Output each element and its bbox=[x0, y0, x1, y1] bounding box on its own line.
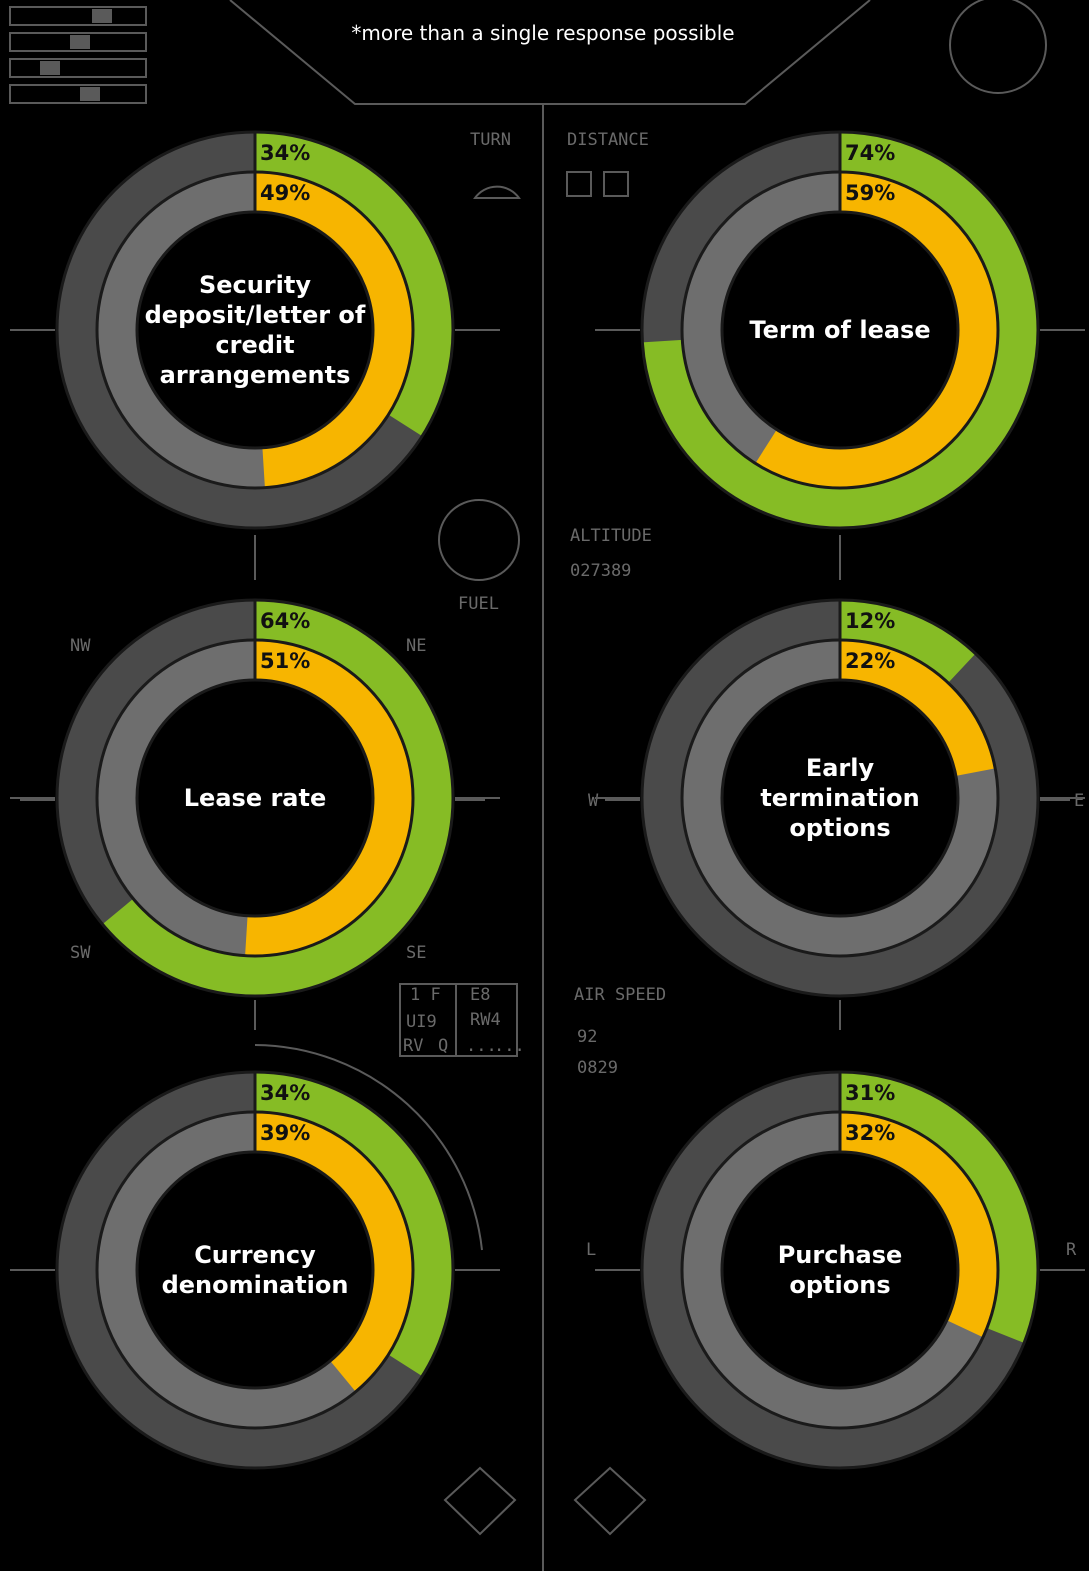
page: *more than a single response possible TU… bbox=[0, 0, 1089, 1571]
chart-title: Lease rate bbox=[139, 682, 371, 914]
value-label: 34% bbox=[260, 141, 310, 165]
footnote: *more than a single response possible bbox=[351, 21, 734, 45]
hud-label: RV bbox=[403, 1036, 423, 1056]
chart-title-box: Term of lease bbox=[724, 214, 956, 446]
hud-label: W bbox=[588, 791, 599, 811]
chart-title: Security deposit/letter of credit arrang… bbox=[139, 214, 371, 446]
hud-label: DISTANCE bbox=[567, 130, 649, 150]
hud-label: AIR SPEED bbox=[574, 985, 666, 1005]
value-label: 49% bbox=[260, 181, 310, 205]
chart-title: Currency denomination bbox=[139, 1154, 371, 1386]
value-label: 39% bbox=[260, 1121, 310, 1145]
hud-label: 0829 bbox=[577, 1058, 618, 1078]
hud-label: ... bbox=[466, 1036, 497, 1056]
hud-label: SE bbox=[406, 943, 426, 963]
hud-label: FUEL bbox=[458, 594, 499, 614]
hud-label: E8 bbox=[470, 985, 490, 1005]
hud-label: 1 F bbox=[410, 985, 441, 1005]
hud-label: ALTITUDE bbox=[570, 526, 652, 546]
hud-label: TURN bbox=[470, 130, 511, 150]
hud-label: Q bbox=[438, 1036, 448, 1056]
hud-label: SW bbox=[70, 943, 91, 963]
hud-label: E bbox=[1074, 791, 1084, 811]
value-label: 31% bbox=[845, 1081, 895, 1105]
value-label: 22% bbox=[845, 649, 895, 673]
chart-title-box: Lease rate bbox=[139, 682, 371, 914]
hud-label: ... bbox=[494, 1036, 525, 1056]
hud-label: NW bbox=[70, 636, 91, 656]
hud-label: 027389 bbox=[570, 561, 631, 581]
chart-title: Term of lease bbox=[724, 214, 956, 446]
hud-label: NE bbox=[406, 636, 426, 656]
chart-title-box: Security deposit/letter of credit arrang… bbox=[139, 214, 371, 446]
hud-label: UI9 bbox=[406, 1012, 437, 1032]
chart-title: Purchase options bbox=[724, 1154, 956, 1386]
value-label: 59% bbox=[845, 181, 895, 205]
hud-label: RW4 bbox=[470, 1010, 501, 1030]
chart-title-box: Currency denomination bbox=[139, 1154, 371, 1386]
value-label: 32% bbox=[845, 1121, 895, 1145]
value-label: 34% bbox=[260, 1081, 310, 1105]
value-label: 74% bbox=[845, 141, 895, 165]
hud-label: L bbox=[586, 1240, 596, 1260]
value-label: 51% bbox=[260, 649, 310, 673]
hud-label: R bbox=[1066, 1240, 1077, 1260]
value-label: 12% bbox=[845, 609, 895, 633]
value-label: 64% bbox=[260, 609, 310, 633]
chart-title: Early termination options bbox=[724, 682, 956, 914]
chart-title-box: Purchase options bbox=[724, 1154, 956, 1386]
hud-label: 92 bbox=[577, 1027, 597, 1047]
chart-title-box: Early termination options bbox=[724, 682, 956, 914]
